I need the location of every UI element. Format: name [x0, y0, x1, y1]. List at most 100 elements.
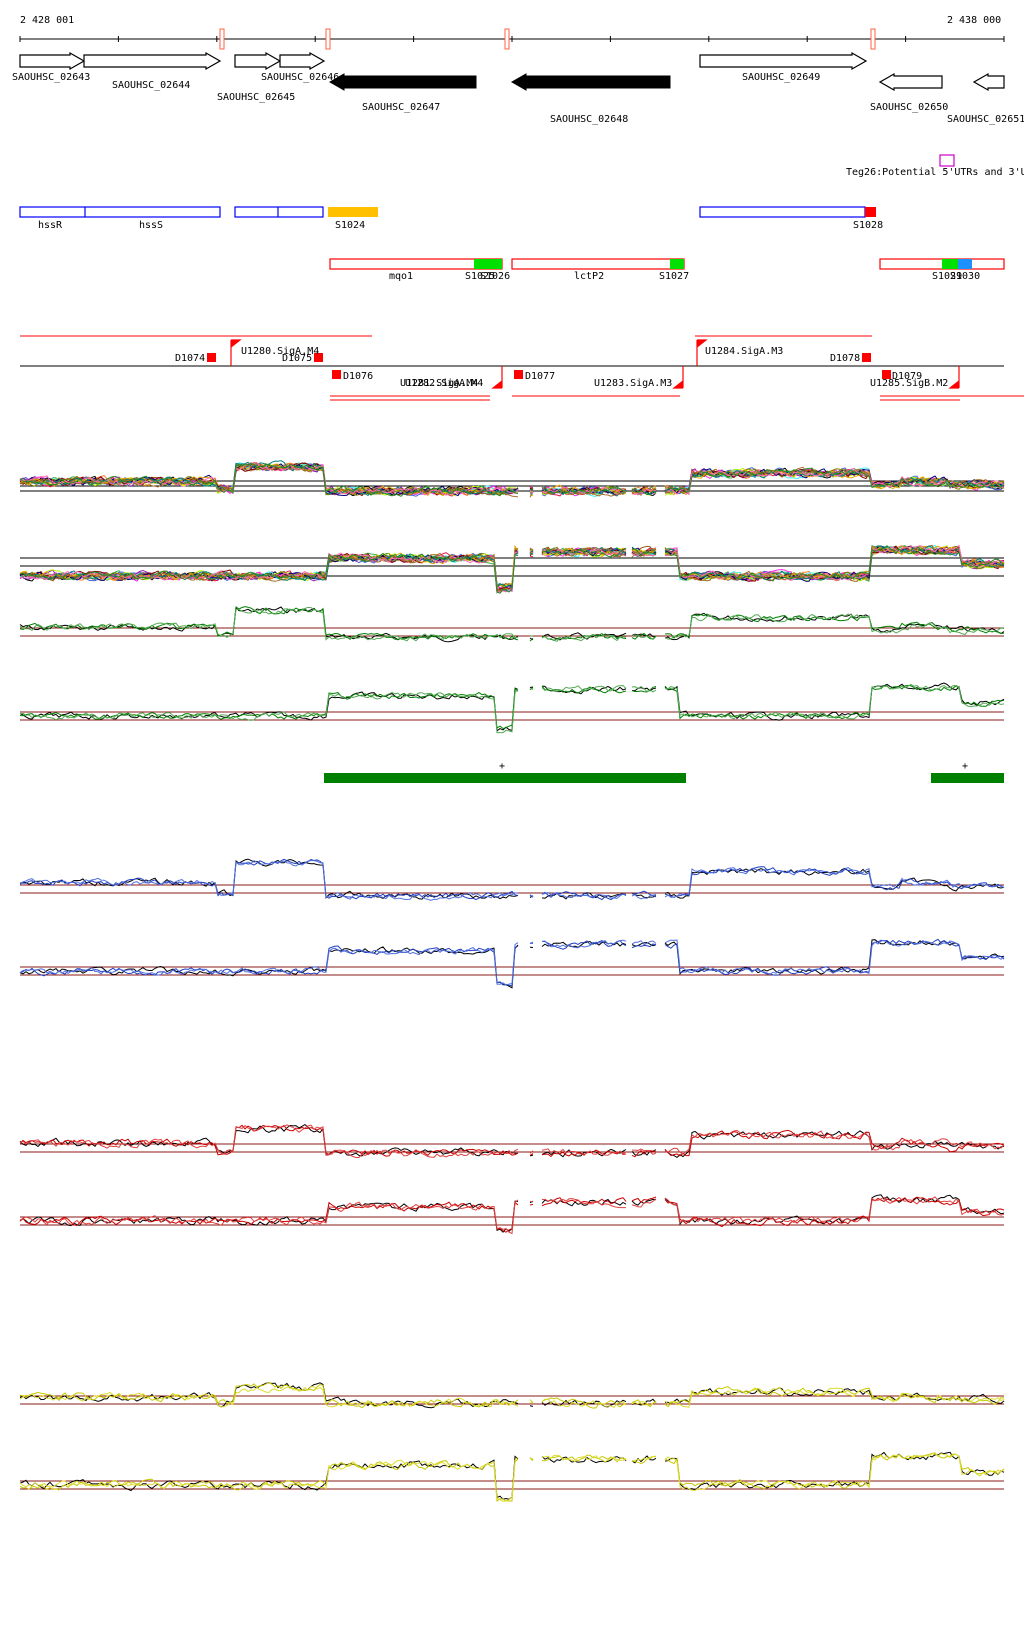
coord-start-label: 2 428 001 [20, 15, 74, 26]
expression-trace [19, 684, 1005, 730]
expression-trace [19, 939, 1005, 986]
d1077-label: D1077 [525, 371, 555, 382]
u1284-label: U1284.SigA.M3 [705, 346, 783, 357]
gene-arrow-saouhsc-02650[interactable] [878, 72, 943, 92]
ruler-boundary-mark [219, 28, 225, 50]
promoter-flag-u1280[interactable] [230, 339, 242, 366]
u1281-label: U1281.SigA.M4 [400, 378, 478, 389]
ruler-boundary-mark [870, 28, 876, 50]
expression-trace [19, 858, 1005, 901]
operon-bar-1[interactable] [324, 773, 686, 783]
expression-track-blue-plus [19, 858, 1005, 901]
hss-operon-box[interactable] [19, 206, 221, 218]
d1078-marker[interactable] [862, 353, 871, 362]
s1030-block[interactable] [958, 259, 972, 269]
d1074-marker[interactable] [207, 353, 216, 362]
s1029-block[interactable] [942, 259, 958, 269]
d1075-marker[interactable] [314, 353, 323, 362]
lctp2-label: lctP2 [574, 271, 604, 282]
d1075-label: D1075 [282, 353, 312, 364]
s1030-label: S1030 [950, 271, 980, 282]
expression-track-multi-minus [19, 544, 1005, 594]
promoter-flag-u1282[interactable] [491, 366, 503, 389]
blue-feature-box-3[interactable] [699, 206, 866, 218]
operon-strand-label-2: + [962, 761, 968, 772]
promoter-flag-u1283[interactable] [672, 366, 684, 389]
expression-trace [19, 606, 1005, 642]
promoter-flag-u1285[interactable] [948, 366, 960, 389]
u1280-label: U1280.SigA.M4 [241, 346, 319, 357]
red-feature-track: mqo1 lctP2 S1025 S1026 S1027 S1029 S1030 [329, 258, 1005, 282]
operon-bar-2[interactable] [931, 773, 1004, 783]
gene-label-saouhsc-02650: SAOUHSC_02650 [870, 102, 948, 113]
gene-arrow-saouhsc-02647[interactable] [328, 73, 477, 91]
expression-track-red-minus [19, 1194, 1005, 1235]
d1079-label: D1079 [892, 371, 922, 382]
expression-trace [19, 606, 1005, 642]
gene-label-saouhsc-02651: SAOUHSC_02651 [947, 114, 1024, 125]
gene-label-saouhsc-02646: SAOUHSC_02646 [261, 72, 339, 83]
mqo1-label: mqo1 [389, 271, 413, 282]
d1074-label: D1074 [175, 353, 205, 364]
expression-trace [19, 606, 1005, 643]
expression-track-multi-plus [19, 460, 1005, 498]
u1285-label: U1285.SigB.M2 [870, 378, 948, 389]
s1028-label: S1028 [853, 220, 883, 231]
u1283-label: U1283.SigA.M3 [594, 378, 672, 389]
expression-track-green-plus [19, 606, 1005, 643]
expression-trace [19, 462, 1005, 498]
d1077-marker[interactable] [514, 370, 523, 379]
d1079-marker[interactable] [882, 370, 891, 379]
expression-track-yellow-minus [19, 1451, 1005, 1502]
teg-marker[interactable] [939, 154, 955, 167]
operon-track: + + [324, 761, 1004, 783]
ruler-marks [219, 28, 876, 50]
expression-trace [19, 683, 1005, 734]
blue-feature-box-2[interactable] [234, 206, 324, 218]
expression-trace [19, 1123, 1005, 1159]
expression-trace [19, 545, 1005, 592]
gene-arrow-saouhsc-02645[interactable] [234, 51, 282, 71]
s1027-block[interactable] [670, 259, 684, 269]
gene-label-saouhsc-02647: SAOUHSC_02647 [362, 102, 440, 113]
coordinate-ruler: 2 428 001 2 438 000 [19, 15, 1005, 50]
promoter-track: D1074 D1075 D1076 D1077 D1078 D1079 U128… [20, 335, 1024, 401]
s1026-label: S1026 [480, 271, 510, 282]
ruler-ticks [19, 36, 1005, 42]
gene-label-saouhsc-02644: SAOUHSC_02644 [112, 80, 190, 91]
gene-arrow-saouhsc-02648[interactable] [510, 73, 671, 91]
ruler-boundary-mark [504, 28, 510, 50]
d1076-marker[interactable] [332, 370, 341, 379]
expression-trace [19, 1453, 1005, 1502]
gene-label-saouhsc-02645: SAOUHSC_02645 [217, 92, 295, 103]
expression-track-green-minus [19, 682, 1005, 734]
hssr-label: hssR [38, 220, 63, 231]
gene-arrow-saouhsc-02646[interactable] [279, 51, 326, 71]
operon-strand-label-1: + [499, 761, 505, 772]
expression-trace [19, 463, 1005, 497]
expression-trace [19, 545, 1005, 594]
gene-arrow-saouhsc-02649[interactable] [699, 51, 868, 71]
gene-arrow-saouhsc-02651[interactable] [972, 72, 1005, 92]
promoter-flag-u1284[interactable] [696, 339, 708, 366]
lctp2-box[interactable] [511, 258, 685, 270]
s1025-block[interactable] [474, 259, 502, 269]
expression-trace [19, 1381, 1005, 1409]
s1024-block[interactable] [328, 207, 378, 217]
s1029-label: S1029 [932, 271, 962, 282]
blue-feature-track: hssR hssS S1024 S1028 [19, 206, 883, 231]
s1025-label: S1025 [465, 271, 495, 282]
gene-arrow-saouhsc-02644[interactable] [83, 51, 222, 71]
s1028-block[interactable] [865, 207, 876, 217]
hsss-label: hssS [139, 220, 163, 231]
expression-track-yellow-plus [19, 1381, 1005, 1409]
ruler-boundary-mark [325, 28, 331, 50]
expression-track-blue-minus [19, 938, 1005, 989]
expression-trace [19, 1196, 1005, 1235]
gene-label-saouhsc-02643: SAOUHSC_02643 [12, 72, 90, 83]
gene-arrow-saouhsc-02643[interactable] [19, 51, 86, 71]
expression-trace [19, 461, 1005, 496]
expression-trace [19, 545, 1005, 593]
gene-label-saouhsc-02649: SAOUHSC_02649 [742, 72, 820, 83]
